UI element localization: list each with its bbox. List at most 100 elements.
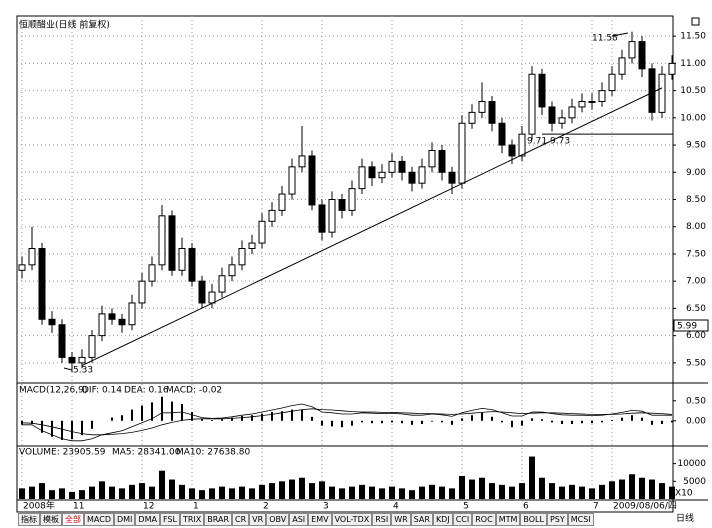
tab[interactable]: DMA — [135, 513, 160, 526]
candle-body — [278, 193, 286, 211]
candle-body — [368, 166, 376, 179]
volume-bar — [129, 484, 135, 499]
volume-bar — [119, 488, 125, 499]
candle-body — [588, 100, 596, 103]
candle-body — [268, 209, 276, 222]
volume-bar — [89, 486, 95, 499]
y-tick-label: 11.50 — [680, 32, 706, 42]
annotation: 9.73 — [550, 137, 570, 147]
candle-body — [558, 117, 566, 124]
tab[interactable]: 全部 — [62, 513, 84, 526]
volume-bar — [439, 486, 445, 499]
candle-body — [578, 100, 586, 108]
y-tick-label: 9.50 — [686, 141, 706, 151]
tab[interactable]: VR — [249, 513, 267, 526]
volume-bar — [29, 486, 35, 499]
volume-bar — [379, 488, 385, 499]
tab[interactable]: VOL-TDX — [331, 513, 373, 526]
volume-bar — [349, 486, 355, 499]
candle-body — [478, 100, 486, 113]
legend-entry: MACD: -0.02 — [166, 386, 222, 396]
candle-body — [218, 275, 226, 293]
annotation: 9.71 — [527, 137, 547, 147]
panel-title: MACD(12,26,9) — [19, 386, 87, 396]
tab[interactable]: MACD — [84, 513, 114, 526]
candle-body — [638, 41, 646, 70]
legend-entry: MA10: 27638.80 — [176, 448, 250, 458]
volume-bar — [549, 483, 555, 499]
volume-bar — [449, 488, 455, 499]
candle-body — [528, 73, 536, 135]
tab[interactable]: OBV — [266, 513, 290, 526]
volume-bar — [99, 481, 105, 499]
candle-body — [258, 220, 266, 244]
candle-body — [518, 133, 526, 157]
candle-body — [378, 171, 386, 179]
candle-body — [648, 68, 656, 113]
tab[interactable]: ROC — [472, 513, 496, 526]
x-tick-label: 2009/08/06/四 — [613, 502, 677, 512]
volume-bar — [109, 486, 115, 499]
tab[interactable]: MCSI — [567, 513, 594, 526]
candle-body — [148, 264, 156, 282]
tab[interactable]: TRIX — [179, 513, 205, 526]
tab[interactable]: CR — [232, 513, 250, 526]
tab[interactable]: DMI — [113, 513, 136, 526]
volume-bar — [489, 483, 495, 499]
candle-body — [658, 73, 666, 113]
y-tick-label: 10.50 — [680, 86, 706, 96]
volume-bar — [149, 486, 155, 499]
volume-bar — [259, 484, 265, 499]
candle-body — [58, 324, 66, 358]
annotation: 11.58 — [592, 34, 618, 44]
candle-body — [348, 188, 356, 211]
candle-body — [598, 90, 606, 102]
tab[interactable]: BRAR — [204, 513, 233, 526]
candle-body — [308, 155, 316, 206]
y-tick-label: 6.00 — [686, 331, 706, 341]
tab[interactable]: WR — [391, 513, 411, 526]
tab[interactable]: KDJ — [432, 513, 453, 526]
volume-bar — [249, 488, 255, 499]
tab[interactable]: MTM — [495, 513, 521, 526]
volume-bar — [659, 483, 665, 499]
volume-bar — [419, 486, 425, 499]
candle-body — [188, 248, 196, 282]
volume-bar — [539, 477, 545, 499]
candle-body — [248, 242, 256, 250]
candle-body — [508, 144, 516, 157]
tab[interactable]: PSY — [546, 513, 568, 526]
volume-bar — [179, 484, 185, 499]
candle-body — [468, 111, 476, 124]
volume-bar — [359, 484, 365, 499]
tab[interactable]: EMV — [308, 513, 332, 526]
candle-body — [108, 313, 116, 320]
x-tick-label: 4 — [393, 502, 399, 512]
y-tick-label: 10.00 — [680, 113, 706, 123]
volume-bar — [189, 488, 195, 499]
tab[interactable]: 模板 — [40, 513, 62, 526]
y-tick-label: 6.50 — [686, 304, 706, 314]
volume-bar — [399, 488, 405, 499]
tab[interactable]: CCI — [452, 513, 473, 526]
volume-bar — [609, 481, 615, 499]
candle-body — [138, 280, 146, 304]
annotation-leader — [63, 367, 73, 371]
tab[interactable]: SAR — [410, 513, 433, 526]
volume-bar — [519, 483, 525, 499]
window-button[interactable] — [691, 17, 700, 26]
candle-body — [128, 302, 136, 326]
frame — [16, 15, 674, 513]
candle-body — [498, 122, 506, 146]
tab[interactable]: 指标 — [18, 513, 40, 526]
tab[interactable]: FSL — [159, 513, 180, 526]
volume-bar — [209, 488, 215, 499]
price-tag: 5.99 — [677, 322, 697, 332]
candle-body — [18, 264, 26, 271]
y-tick-label: 8.00 — [686, 222, 706, 232]
candle-body — [418, 166, 426, 184]
tab[interactable]: RSI — [372, 513, 392, 526]
tab[interactable]: BOLL — [520, 513, 547, 526]
tab[interactable]: ASI — [289, 513, 309, 526]
y-tick-label: 7.50 — [686, 249, 706, 259]
